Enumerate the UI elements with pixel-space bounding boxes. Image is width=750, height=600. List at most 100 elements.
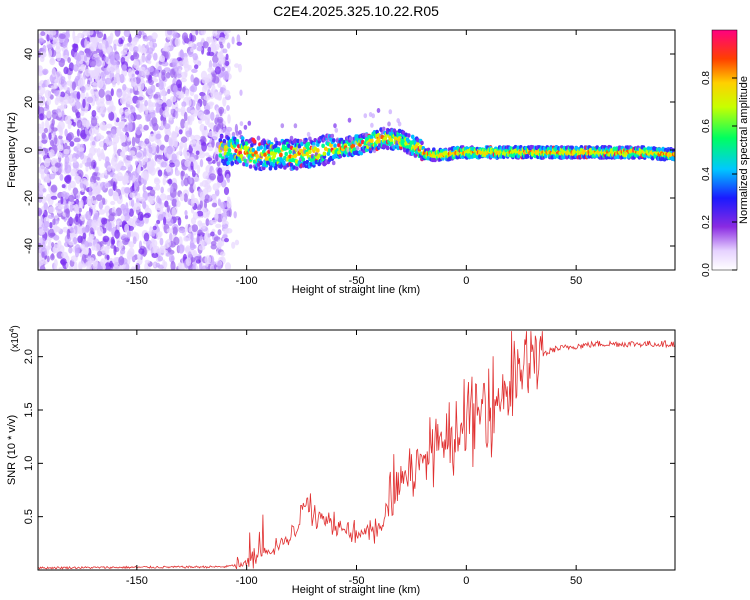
colorbar-tick-label: 0.0 [701, 263, 712, 277]
heatmap-cell [155, 102, 160, 108]
heatmap-cell [112, 134, 120, 144]
heatmap-cell [131, 255, 136, 262]
heatmap-cell [203, 125, 207, 131]
heatmap-cell [217, 198, 221, 206]
heatmap-cell [137, 81, 145, 91]
heatmap-cell [181, 32, 189, 42]
heatmap-cell [57, 152, 63, 158]
heatmap-cell [217, 229, 222, 236]
heatmap-cell [159, 245, 166, 250]
heatmap-cell [239, 121, 244, 127]
heatmap-cell [129, 251, 134, 257]
heatmap-cell [145, 113, 150, 122]
heatmap-cell [147, 47, 154, 55]
heatmap-cell [85, 210, 92, 221]
heatmap-cell [41, 132, 46, 140]
heatmap-cell [153, 94, 159, 99]
heatmap-cell [80, 117, 88, 126]
heatmap-cell [68, 194, 75, 202]
heatmap-cell [114, 30, 121, 37]
heatmap-cell [199, 159, 204, 168]
spectrogram-ytick-label: 20 [23, 96, 35, 108]
heatmap-cell [254, 166, 258, 171]
heatmap-cell [81, 187, 85, 193]
snr-x-ticks: -150 -100 -50 0 50 [126, 330, 582, 587]
heatmap-cell [98, 201, 104, 210]
heatmap-cell [314, 159, 319, 165]
heatmap-cell [133, 46, 139, 53]
heatmap-cell [388, 109, 393, 115]
heatmap-cell [152, 42, 158, 48]
heatmap-cell [185, 151, 191, 162]
heatmap-cell [47, 240, 52, 250]
heatmap-cell [167, 88, 171, 95]
heatmap-cell [293, 123, 298, 129]
heatmap-cell [178, 236, 183, 246]
heatmap-cell [41, 99, 46, 105]
heatmap-cell [169, 95, 177, 103]
heatmap-cell [190, 134, 195, 140]
heatmap-cell [121, 57, 126, 62]
heatmap-cell [73, 64, 79, 72]
heatmap-cell [76, 150, 83, 158]
heatmap-cell [163, 45, 170, 52]
heatmap-cell [77, 228, 83, 235]
heatmap-cell [166, 145, 173, 155]
heatmap-cell [222, 97, 227, 107]
heatmap-cell [157, 231, 163, 238]
heatmap-cell [148, 79, 154, 86]
heatmap-cell [52, 218, 56, 226]
heatmap-cell [159, 193, 167, 201]
heatmap-cell [39, 265, 46, 270]
heatmap-cell [156, 144, 160, 154]
heatmap-cell [92, 200, 98, 205]
heatmap-cell [210, 88, 214, 98]
heatmap-cell [162, 259, 166, 267]
heatmap-cell [156, 139, 162, 146]
heatmap-cell [236, 34, 241, 44]
heatmap-cell [268, 166, 273, 171]
snr-xtick-label: -100 [236, 575, 258, 587]
heatmap-cell [215, 153, 219, 162]
heatmap-cell [191, 68, 198, 74]
colorbar-ticks: 0.0 0.2 0.4 0.6 0.8 [701, 71, 737, 277]
heatmap-cell [143, 170, 150, 180]
heatmap-cell [137, 192, 141, 200]
heatmap-cell [61, 251, 68, 259]
heatmap-cell [127, 36, 133, 43]
heatmap-cell [123, 43, 128, 53]
heatmap-cell [120, 115, 125, 121]
heatmap-cell [74, 173, 79, 179]
heatmap-cell [329, 143, 333, 148]
svg-text:(x104): (x104) [9, 325, 21, 352]
heatmap-cell [73, 203, 80, 214]
heatmap-cell [203, 94, 211, 101]
heatmap-cell [234, 239, 240, 246]
heatmap-cell [90, 116, 98, 127]
spectrogram-xtick-label: 50 [570, 275, 582, 287]
heatmap-cell [127, 225, 134, 231]
heatmap-cell [100, 148, 104, 157]
heatmap-cell [113, 245, 117, 256]
heatmap-cell [63, 66, 69, 75]
heatmap-cell [122, 238, 129, 246]
heatmap-cell [41, 83, 46, 88]
heatmap-cell [215, 34, 220, 39]
spectrogram-x-ticks: -150 -100 -50 0 50 [126, 30, 582, 287]
heatmap-cell [120, 151, 125, 157]
heatmap-cell [171, 207, 177, 217]
heatmap-cell [202, 127, 209, 138]
heatmap-cell [166, 228, 174, 234]
heatmap-cell [112, 257, 120, 267]
heatmap-cell [211, 139, 215, 148]
heatmap-cell [44, 167, 49, 175]
heatmap-cell [58, 112, 62, 118]
heatmap-cell [148, 99, 152, 106]
heatmap-cell [43, 202, 48, 212]
heatmap-cell [59, 139, 64, 146]
heatmap-cell [197, 220, 203, 227]
heatmap-cell [132, 215, 138, 222]
heatmap-cell [102, 235, 110, 243]
heatmap-cell [126, 99, 133, 105]
heatmap-cell [288, 149, 293, 155]
